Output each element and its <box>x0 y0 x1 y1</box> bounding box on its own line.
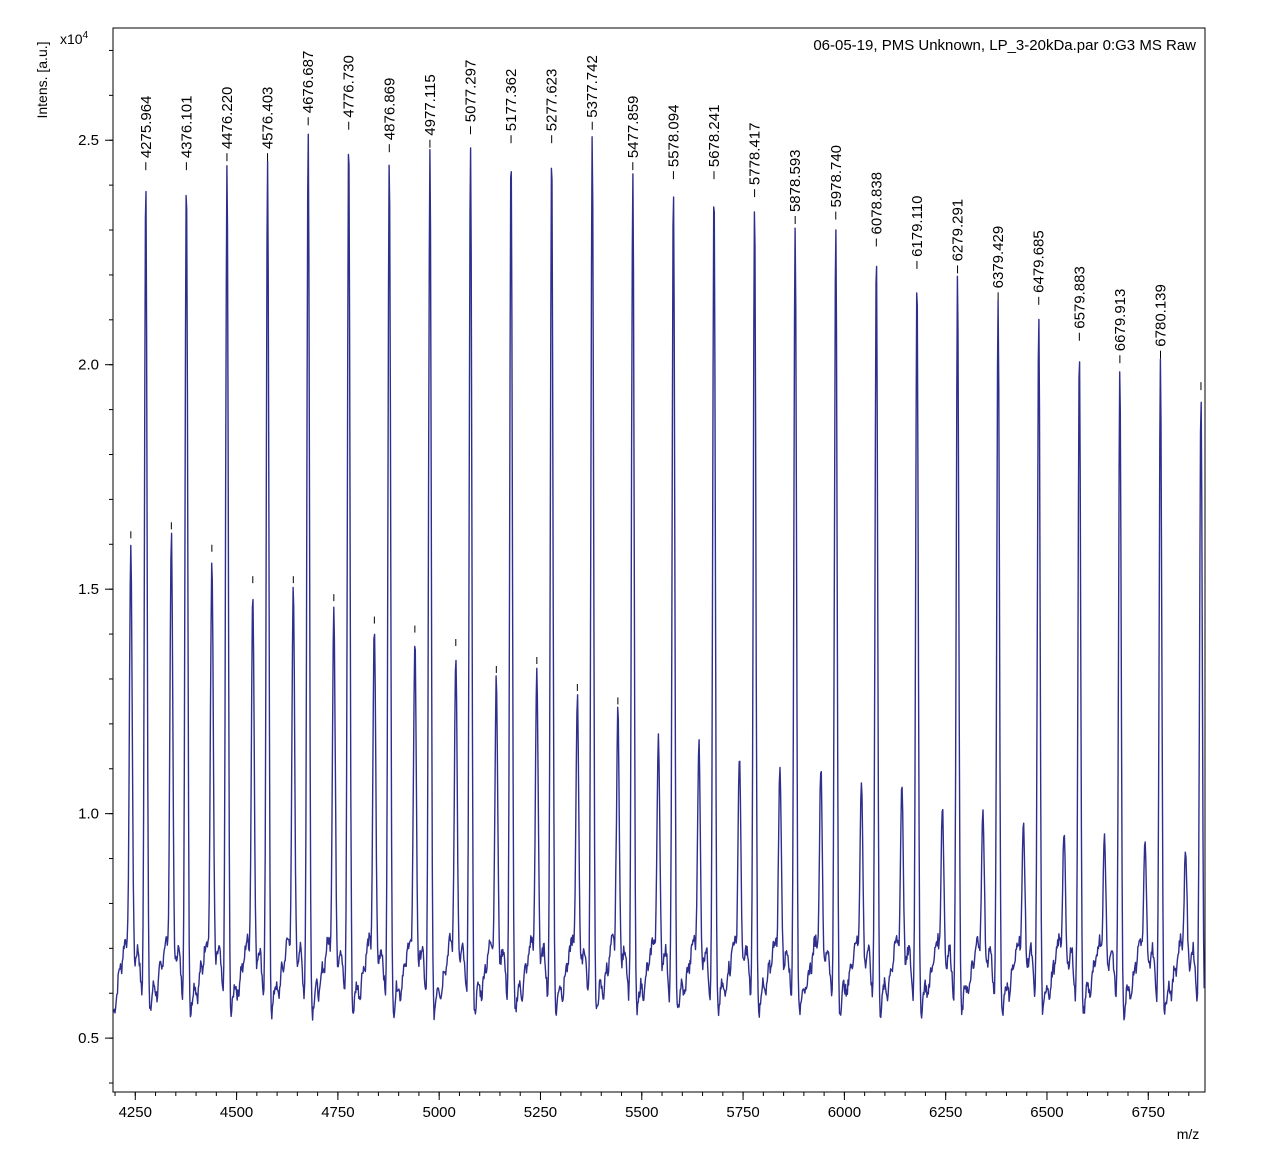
peak-label: 5778.417 <box>747 123 764 186</box>
y-tick-label: 1.5 <box>78 581 99 598</box>
y-tick-label: 2.5 <box>78 132 99 149</box>
x-tick-label: 4750 <box>321 1104 354 1121</box>
peak-label: 4576.403 <box>260 87 277 150</box>
x-tick-label: 6750 <box>1132 1104 1165 1121</box>
y-tick-label: 2.0 <box>78 357 99 374</box>
peak-label: 5077.297 <box>463 60 480 123</box>
peak-label: 6579.883 <box>1071 266 1088 329</box>
x-tick-label: 6000 <box>828 1104 861 1121</box>
peak-label: 6780.139 <box>1152 284 1169 347</box>
x-tick-label: 6250 <box>929 1104 962 1121</box>
x-tick-label: 5000 <box>422 1104 455 1121</box>
x-tick-label: 5250 <box>524 1104 557 1121</box>
peak-label: 4376.101 <box>178 96 195 159</box>
peak-label: 5377.742 <box>584 55 601 118</box>
peak-label: 5177.362 <box>503 69 520 132</box>
peak-label: 6479.685 <box>1031 230 1048 293</box>
x-tick-label: 4500 <box>220 1104 253 1121</box>
x-tick-label: 6500 <box>1030 1104 1063 1121</box>
spectrum-line <box>113 133 1205 1021</box>
y-tick-label: 1.0 <box>78 806 99 823</box>
y-multiplier: x104 <box>60 30 89 47</box>
chart-title: 06-05-19, PMS Unknown, LP_3-20kDa.par 0:… <box>813 37 1196 54</box>
peak-label: 4676.687 <box>300 51 317 114</box>
x-axis-label: m/z <box>1177 1126 1200 1142</box>
x-tick-label: 4250 <box>119 1104 152 1121</box>
peak-label: 5477.859 <box>625 96 642 159</box>
x-tick-label: 5500 <box>625 1104 658 1121</box>
peak-label: 6179.110 <box>909 195 926 256</box>
x-tick-label: 5750 <box>726 1104 759 1121</box>
y-multiplier-base: x10 <box>60 31 83 47</box>
peak-label: 5277.623 <box>544 69 561 132</box>
peak-label: 6279.291 <box>950 199 967 262</box>
peak-label: 4876.869 <box>381 78 398 141</box>
y-multiplier-exponent: 4 <box>83 30 89 41</box>
plot-frame <box>112 27 1206 1093</box>
peak-label: 4977.115 <box>422 74 439 135</box>
peak-label: 5578.094 <box>665 105 682 168</box>
peak-label: 6679.913 <box>1112 289 1129 352</box>
peak-label: 6379.429 <box>990 226 1007 289</box>
peak-label: 5678.241 <box>706 105 723 168</box>
peak-label: 5878.593 <box>787 149 804 212</box>
peak-label: 6078.838 <box>868 172 885 235</box>
peak-label: 4776.730 <box>341 55 358 118</box>
peak-label: 5978.740 <box>828 145 845 208</box>
peak-label: 4275.964 <box>138 96 155 159</box>
peak-label: 4476.220 <box>219 87 236 150</box>
y-tick-label: 0.5 <box>78 1030 99 1047</box>
y-axis-label: Intens. [a.u.] <box>34 41 50 118</box>
